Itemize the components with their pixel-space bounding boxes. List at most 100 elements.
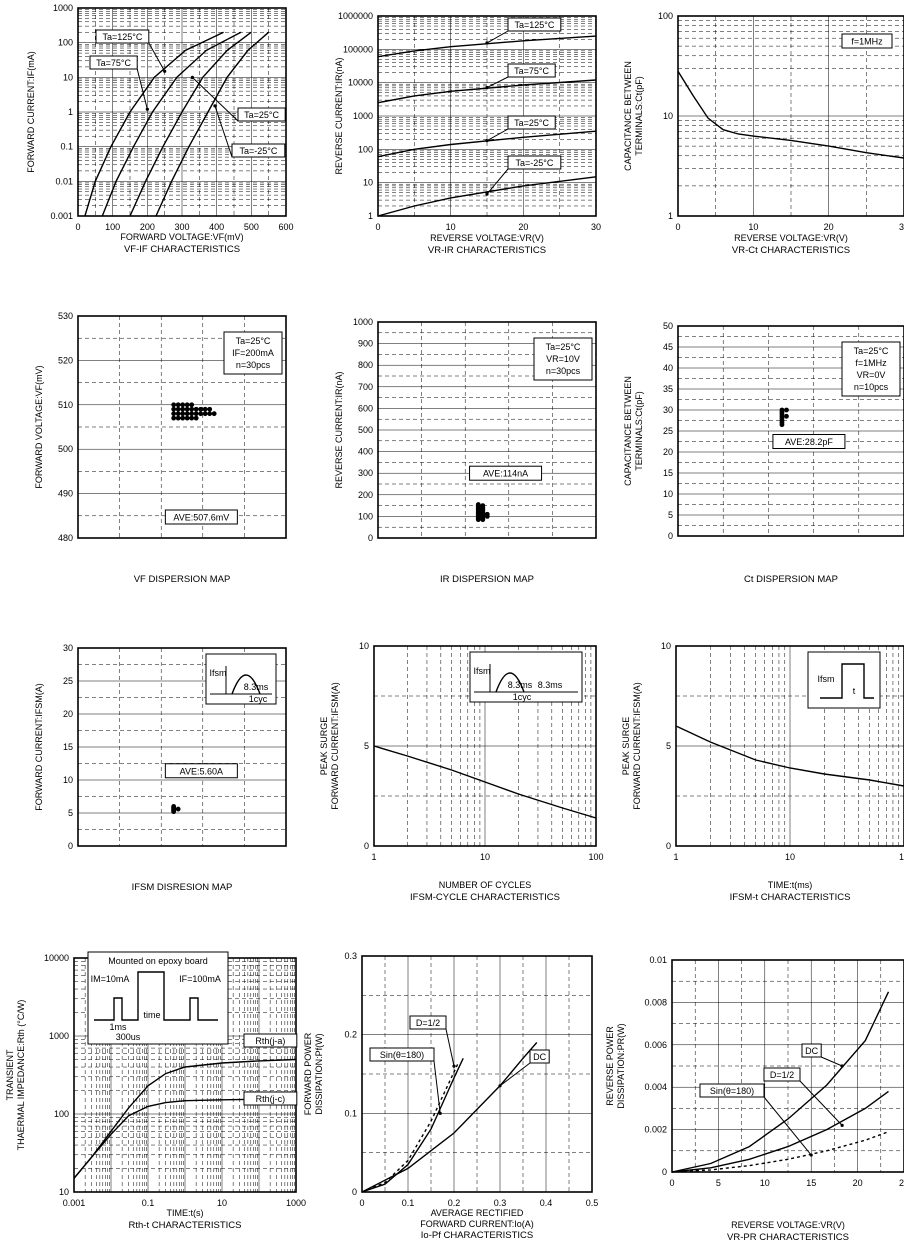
y-tick-label: 200 — [358, 490, 373, 500]
x-tick-label: 0.1 — [402, 1198, 415, 1208]
legend-text: Ta=25°C — [854, 346, 889, 356]
x-tick-label: 1000 — [286, 1198, 306, 1208]
leader-line — [433, 1060, 441, 1114]
y-axis-label: FORWARD VOLTAGE:VF(mV) — [34, 365, 44, 488]
y-tick-label: 0 — [666, 841, 671, 851]
arrow-head — [190, 75, 194, 79]
x-tick-label: 10 — [480, 852, 490, 862]
y-tick-label: 0 — [368, 533, 373, 543]
y-tick-label: 10000 — [348, 78, 373, 88]
data-point — [484, 511, 490, 517]
chart-panel-1: 0.001 0.01 0.1 1 10 100 1000 0 100 200 300 400 500 60… — [26, 3, 294, 255]
series-line — [675, 725, 904, 787]
data-point — [171, 406, 177, 412]
x-tick-label: 30 — [899, 222, 904, 232]
annotation-box — [841, 33, 893, 49]
series-line — [377, 35, 597, 58]
gridlines — [362, 956, 592, 1192]
inset-label: Ifsm — [818, 674, 835, 684]
y-tick-label: 1 — [668, 211, 673, 221]
y-tick-label: 10 — [63, 72, 73, 82]
y-tick-label: 100 — [658, 11, 673, 21]
data-point — [175, 411, 181, 417]
inset-box — [205, 653, 277, 705]
inset-title: Mounted on epoxy board — [108, 956, 208, 966]
y-tick-label: 10 — [663, 111, 673, 121]
series-label: Ta=75°C — [514, 66, 549, 76]
y-axis-label: TRANSIENT — [5, 1049, 15, 1101]
series-label-box — [507, 155, 562, 170]
data-point — [180, 415, 186, 421]
x-axis-label: REVERSE VOLTAGE:VR(V) — [731, 1220, 845, 1230]
x-axis-label: FORWARD VOLTAGE:VF(mV) — [120, 232, 243, 242]
series-label: DC — [533, 1052, 546, 1062]
chart-caption: Rth-t CHARACTERISTICS — [129, 1220, 242, 1231]
series-label: Ta=25°C — [514, 118, 549, 128]
arrow-head — [498, 1084, 502, 1088]
legend-text: f=1MHz — [855, 358, 887, 368]
inset-label: Ifsm — [210, 668, 227, 678]
y-tick-label: 100 — [58, 38, 73, 48]
data-point — [779, 407, 785, 413]
leader-line — [821, 1056, 843, 1067]
leader-line — [136, 68, 148, 110]
average-label: AVE:28.2pF — [785, 437, 833, 447]
inset-waveform — [820, 663, 874, 699]
y-tick-label: 800 — [358, 360, 373, 370]
legend-text: VR=0V — [857, 370, 886, 380]
average-box — [772, 434, 846, 449]
data-point — [171, 411, 177, 417]
y-tick-label: 5 — [668, 510, 673, 520]
series-label: Ta=125°C — [514, 20, 554, 30]
data-point — [189, 402, 195, 408]
y-tick-label: 20 — [663, 447, 673, 457]
y-axis-label: PEAK SURGE — [319, 717, 329, 776]
x-axis-label: TIME:t(ms) — [768, 880, 813, 890]
x-tick-label: 10 — [748, 222, 758, 232]
y-tick-label: 510 — [58, 400, 73, 410]
y-tick-label: 35 — [663, 384, 673, 394]
inset-label: 8.3ms — [538, 680, 563, 690]
legend-text: IF=200mA — [232, 348, 274, 358]
series-label-box — [763, 1067, 801, 1082]
y-tick-label: 0.002 — [644, 1125, 667, 1135]
y-axis-label: TERMINALS:Ct(pF) — [634, 391, 644, 471]
series-label: Ta=-25°C — [239, 146, 277, 156]
y-tick-label: 100 — [358, 511, 373, 521]
y-axis-label: CAPACITANCE BETWEEN — [623, 376, 633, 486]
data-point — [171, 402, 177, 408]
y-tick-label: 15 — [663, 468, 673, 478]
y-tick-label: 0.1 — [60, 142, 73, 152]
y-tick-label: 600 — [358, 403, 373, 413]
y-tick-label: 500 — [58, 444, 73, 454]
data-point — [184, 415, 190, 421]
x-tick-label: 0.001 — [63, 1198, 86, 1208]
leader-line — [486, 30, 509, 44]
data-point — [480, 515, 486, 520]
series-label: Sin(θ=180) — [380, 1050, 424, 1060]
chart-caption: IFSM-t CHARACTERISTICS — [730, 892, 851, 903]
inset-box — [469, 651, 583, 703]
x-tick-label: 600 — [278, 222, 293, 232]
data-point — [180, 402, 186, 408]
y-tick-label: 50 — [663, 321, 673, 331]
chart-caption: VR-Ct CHARACTERISTICS — [732, 245, 850, 256]
y-axis-label: THAERMAL IMPEDANCE:Rth (°C/W) — [16, 1000, 26, 1151]
series-label-box — [95, 29, 150, 44]
y-tick-label: 15 — [63, 742, 73, 752]
y-tick-label: 480 — [58, 533, 73, 543]
legend-box — [533, 337, 593, 381]
y-tick-label: 25 — [63, 676, 73, 686]
data-point — [175, 406, 181, 412]
series-label: Ta=25°C — [244, 110, 279, 120]
x-axis-label: NUMBER OF CYCLES — [439, 880, 532, 890]
inset-waveform — [495, 672, 525, 693]
y-axis-label: PEAK SURGE — [621, 717, 631, 776]
legend-text: n=10pcs — [854, 382, 889, 392]
data-point — [207, 406, 213, 412]
leader-line — [486, 128, 509, 142]
data-point — [189, 406, 195, 412]
leader-line — [148, 42, 166, 72]
